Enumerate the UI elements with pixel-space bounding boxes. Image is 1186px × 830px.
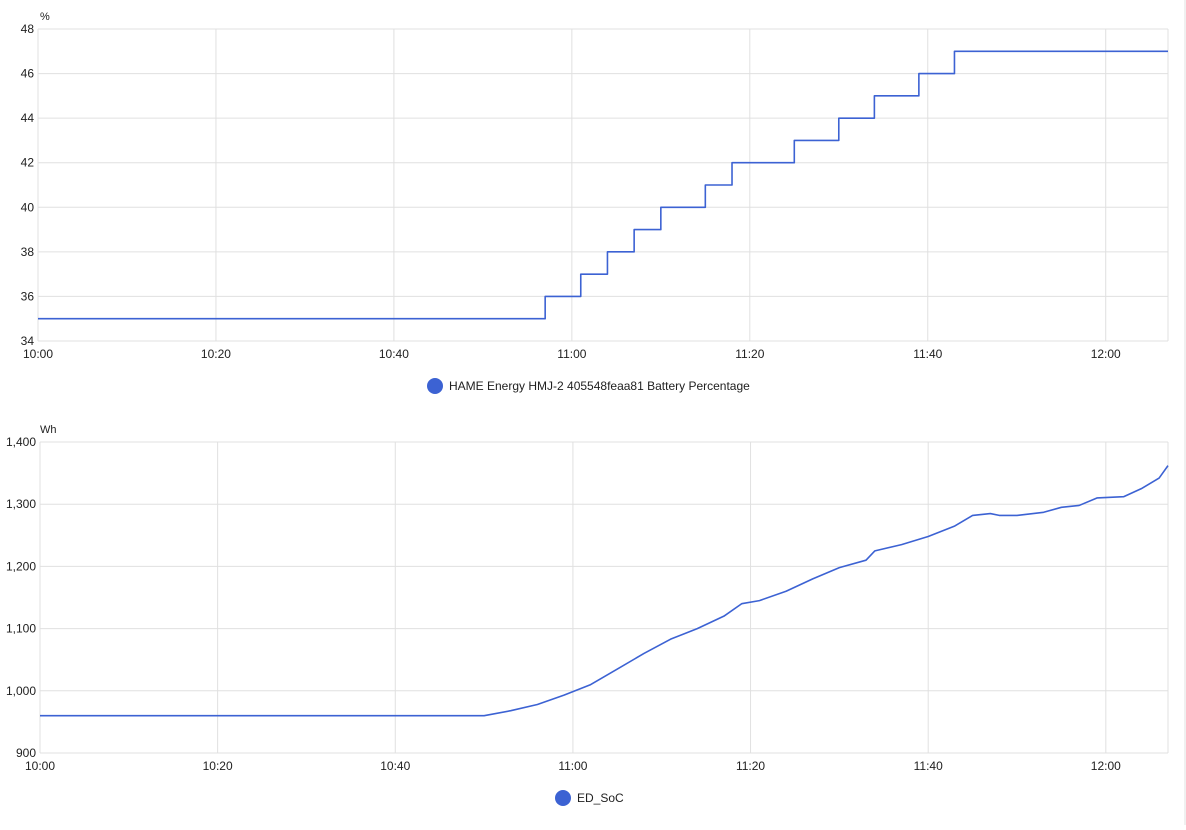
grid (39, 441, 1169, 754)
ed-soc-chart: 900 1,000 1,100 1,200 1,300 1,400 10:00 10:20 10… (6, 424, 1169, 773)
legend-dot (427, 378, 443, 394)
y-tick-label: 36 (21, 289, 35, 303)
x-tick-label: 12:00 (1091, 759, 1121, 773)
legend-item-battery-percentage[interactable]: HAME Energy HMJ-2 405548feaa81 Battery P… (427, 378, 750, 394)
x-tick-label: 11:40 (914, 759, 943, 773)
y-tick-label: 1,000 (6, 684, 36, 698)
y-tick-label: 44 (21, 111, 35, 125)
y-tick-label: 900 (16, 746, 36, 760)
x-tick-label: 11:20 (736, 759, 765, 773)
legend-label: HAME Energy HMJ-2 405548feaa81 Battery P… (449, 379, 750, 393)
battery-percentage-chart: 34 36 38 40 42 44 46 48 10:00 10:20 10:40 11:00 11:2… (21, 11, 1169, 361)
y-tick-label: 34 (21, 334, 35, 348)
legend-label: ED_SoC (577, 791, 624, 805)
x-tick-label: 11:00 (558, 759, 587, 773)
x-tick-label: 10:40 (380, 759, 410, 773)
y-tick-label: 1,300 (6, 497, 36, 511)
y-tick-label: 38 (21, 245, 35, 259)
y-tick-label: 1,400 (6, 435, 36, 449)
series-line[interactable] (38, 50, 1168, 320)
x-tick-label: 10:40 (379, 347, 409, 361)
x-tick-label: 11:00 (557, 347, 586, 361)
x-tick-label: 11:40 (913, 347, 942, 361)
series-line[interactable] (40, 465, 1169, 717)
grid (37, 28, 1169, 342)
y-tick-label: 1,100 (6, 622, 36, 636)
y-tick-label: 1,200 (6, 559, 36, 573)
y-tick-label: 48 (21, 22, 35, 36)
x-tick-label: 10:00 (23, 347, 53, 361)
battery-percentage-chart-card: 34 36 38 40 42 44 46 48 10:00 10:20 10:40 11:00 11:2… (0, 0, 1186, 412)
y-axis-unit-label: % (40, 11, 50, 23)
y-axis-unit-label: Wh (40, 424, 57, 436)
y-tick-label: 46 (21, 67, 35, 81)
ed-soc-chart-card: 900 1,000 1,100 1,200 1,300 1,400 10:00 10:20 10… (0, 412, 1186, 825)
scrollbar-track[interactable] (1184, 0, 1186, 825)
y-tick-label: 40 (21, 200, 35, 214)
x-tick-label: 11:20 (735, 347, 764, 361)
x-tick-label: 10:20 (203, 759, 233, 773)
legend-dot (555, 790, 571, 806)
y-tick-label: 42 (21, 156, 35, 170)
x-tick-label: 10:00 (25, 759, 55, 773)
x-tick-label: 12:00 (1091, 347, 1121, 361)
legend-item-ed-soc[interactable]: ED_SoC (555, 790, 624, 806)
x-tick-label: 10:20 (201, 347, 231, 361)
